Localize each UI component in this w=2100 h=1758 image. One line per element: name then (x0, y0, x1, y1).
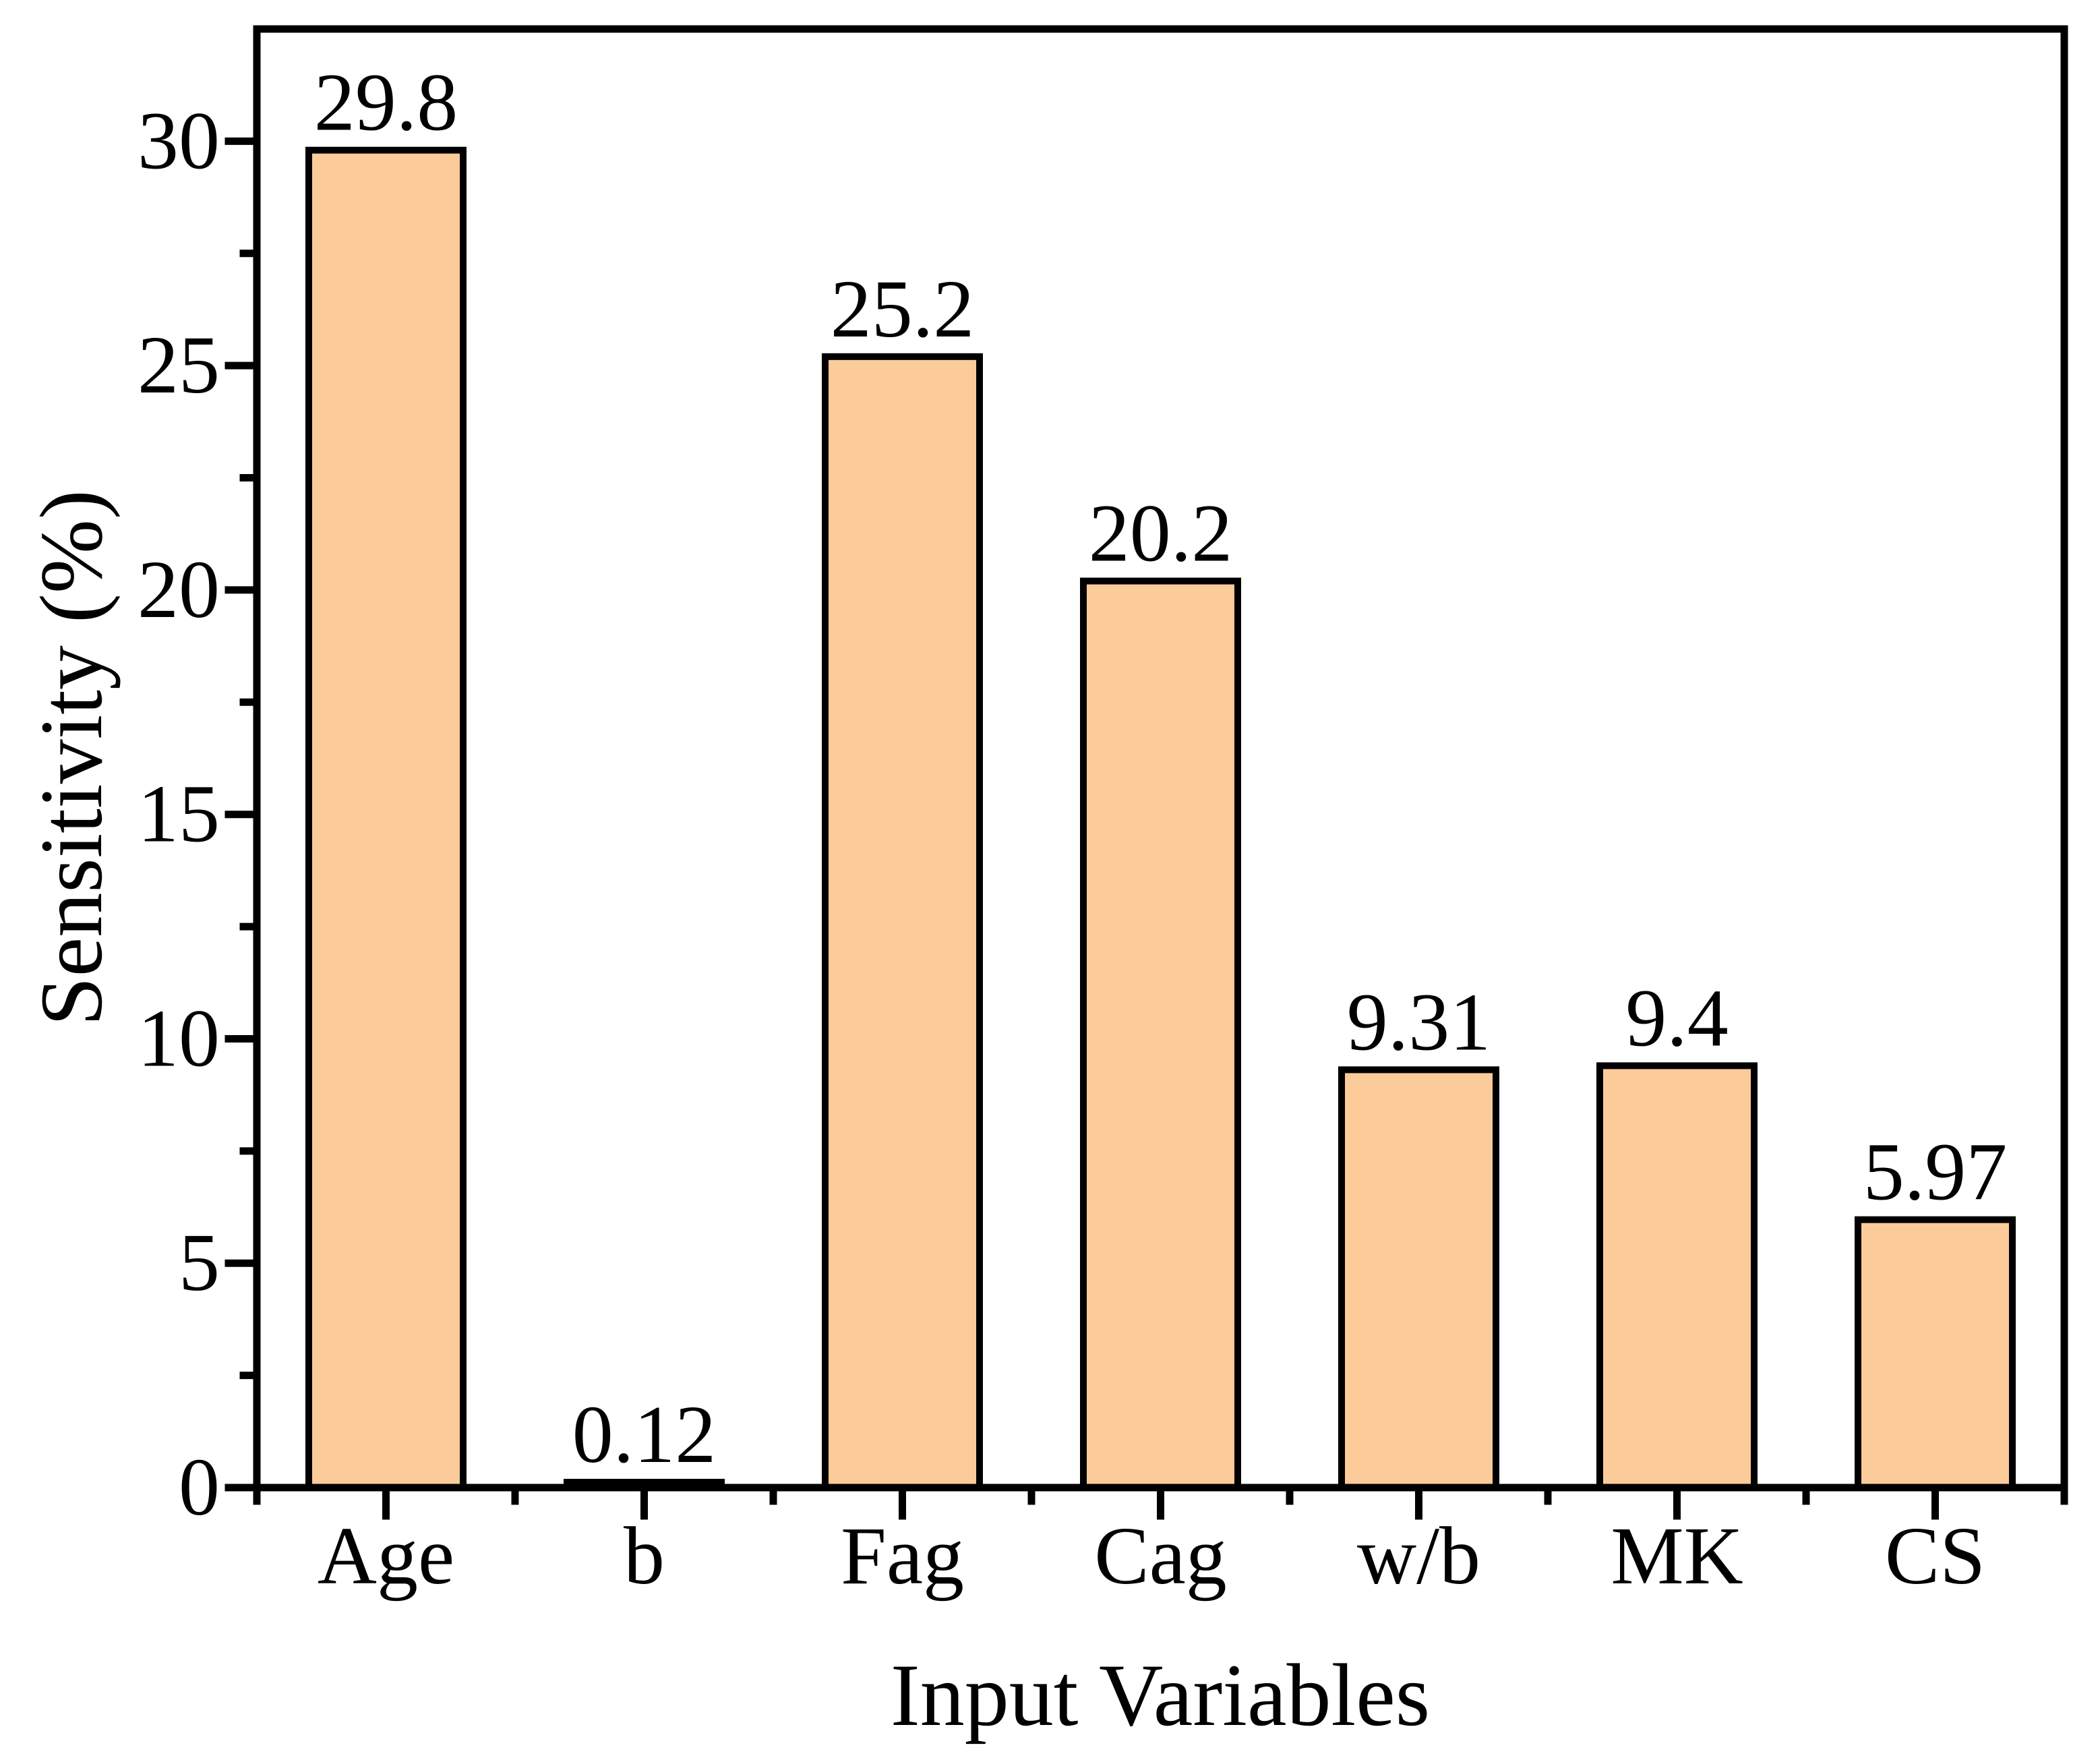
bar-value-label-fag: 25.2 (831, 264, 975, 355)
bar-age (305, 146, 467, 1491)
bar-value-label-age: 29.8 (314, 57, 458, 148)
bar-fag (822, 353, 983, 1492)
x-category-label-fag: Fag (841, 1511, 964, 1602)
x-category-label-w-b: w/b (1357, 1511, 1480, 1602)
bar-cag (1080, 577, 1241, 1491)
y-tick-label-5: 5 (179, 1217, 220, 1308)
bar-value-label-mk: 9.4 (1625, 972, 1729, 1063)
y-tick-label-0: 0 (179, 1442, 220, 1533)
y-tick-label-10: 10 (138, 993, 220, 1084)
x-category-label-age: Age (318, 1511, 454, 1602)
bar-w-b (1338, 1066, 1499, 1491)
x-category-label-cag: Cag (1094, 1511, 1227, 1602)
y-tick-label-30: 30 (138, 95, 220, 186)
y-tick-label-25: 25 (138, 320, 220, 411)
y-tick-label-15: 15 (138, 769, 220, 860)
bar-value-label-w-b: 9.31 (1347, 976, 1491, 1067)
x-category-label-b: b (624, 1511, 665, 1602)
x-category-label-mk: MK (1611, 1511, 1743, 1602)
bar-value-label-cs: 5.97 (1863, 1127, 2008, 1218)
bar-value-label-b: 0.12 (572, 1389, 717, 1480)
bar-mk (1596, 1062, 1758, 1491)
bar-cs (1855, 1216, 2016, 1492)
y-tick-label-20: 20 (138, 544, 220, 635)
axis-labels-group: 29.8 Age 0.12 b 25.2 Fag 20.2 Cag 9.31 w/b 9.4 MK 5.… (138, 57, 2007, 1602)
bars-group (305, 146, 2016, 1492)
x-category-label-cs: CS (1885, 1511, 1985, 1602)
x-axis-title: Input Variables (891, 1645, 1430, 1745)
bar-value-label-cag: 20.2 (1089, 488, 1233, 579)
axis-ticks-group (224, 137, 2068, 1520)
y-axis-title: Sensitivity (%) (22, 490, 121, 1026)
